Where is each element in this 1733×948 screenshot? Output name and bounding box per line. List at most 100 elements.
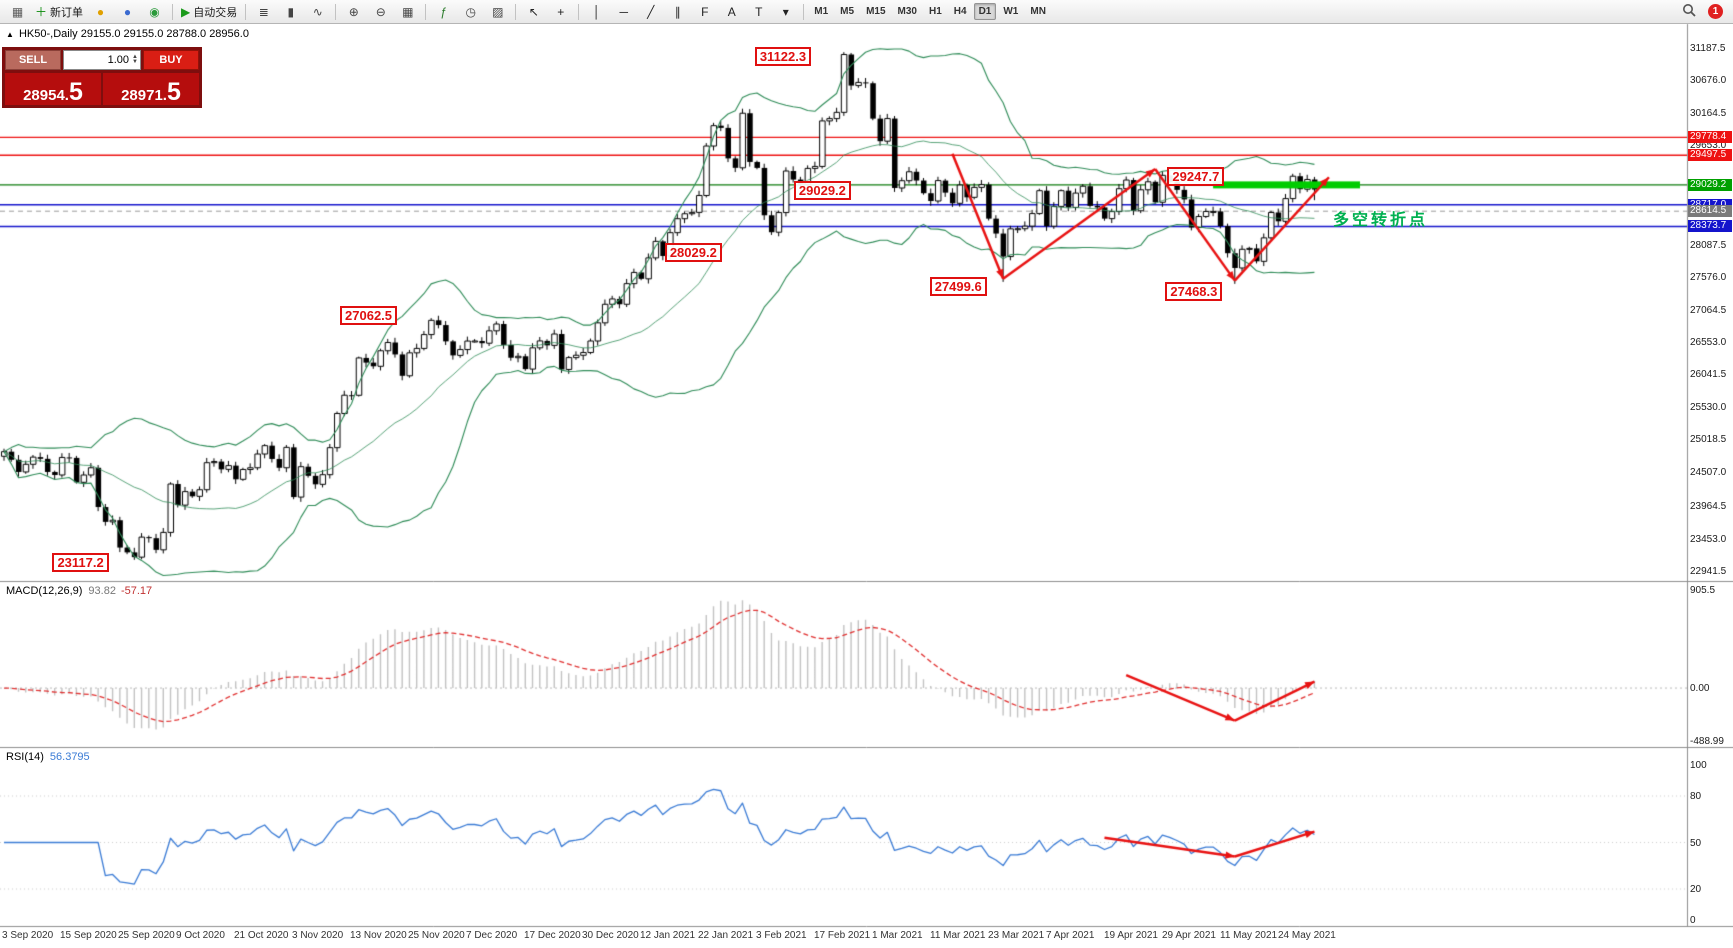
toolbar-separator: [172, 3, 174, 20]
candlestick-chart-icon: ▮: [287, 4, 295, 19]
horizontal-line-icon: ─: [619, 4, 628, 19]
timeframe-h4[interactable]: H4: [953, 6, 967, 17]
periods-icon[interactable]: ◷: [458, 1, 483, 22]
sell-button[interactable]: SELL: [5, 50, 61, 70]
search-button[interactable]: [1676, 1, 1701, 22]
price-tick: 25018.5: [1690, 434, 1727, 446]
label-icon[interactable]: T: [746, 1, 771, 22]
annotation-note[interactable]: 多空转折点: [1333, 212, 1429, 229]
price-label-27062.5[interactable]: 27062.5: [340, 305, 398, 325]
volume-input[interactable]: 1.00 ▲ ▼: [63, 50, 141, 70]
volume-down-icon[interactable]: ▼: [132, 59, 138, 65]
deposit-icon[interactable]: ●: [88, 1, 113, 22]
vertical-line-icon[interactable]: │: [584, 1, 609, 22]
line-chart-icon[interactable]: ∿: [305, 1, 330, 22]
rsi-tick: 100: [1690, 760, 1707, 771]
date-label: 25 Sep 2020: [118, 930, 175, 941]
symbol-ohlc-label: ▲ HK50-,Daily 29155.0 29155.0 28788.0 28…: [6, 28, 249, 40]
date-label: 17 Feb 2021: [814, 930, 871, 941]
tile-windows-icon[interactable]: ▦: [395, 1, 420, 22]
axis-badge-29778.4: 29778.4: [1688, 131, 1732, 144]
date-label: 24 May 2021: [1278, 930, 1336, 941]
new-order-button-icon: ＋: [35, 5, 48, 19]
macd-name: MACD(12,26,9): [6, 585, 83, 597]
cursor-icon[interactable]: ↖: [521, 1, 546, 22]
rsi-tick: 80: [1690, 791, 1702, 802]
candlestick-chart-icon[interactable]: ▮: [278, 1, 303, 22]
arrows-dropdown-icon: ▾: [782, 4, 789, 19]
mql5-icon[interactable]: ◉: [142, 1, 167, 22]
volume-up-icon[interactable]: ▲: [132, 54, 138, 60]
price-tick: 26553.0: [1690, 336, 1727, 348]
date-label: 21 Oct 2020: [234, 930, 289, 941]
horizontal-line-icon[interactable]: ─: [611, 1, 636, 22]
new-chart-icon: ▦: [11, 4, 24, 19]
fibonacci-icon[interactable]: F: [692, 1, 717, 22]
zoom-in-icon: ⊕: [348, 4, 359, 19]
price-tick: 28087.5: [1690, 239, 1727, 251]
notification-badge[interactable]: 1: [1708, 4, 1723, 19]
date-label: 3 Feb 2021: [756, 930, 807, 941]
macd-tick: 905.5: [1690, 585, 1716, 596]
price-tick: 30164.5: [1690, 107, 1727, 119]
macd-value: 93.82: [88, 585, 116, 597]
date-label: 25 Nov 2020: [408, 930, 465, 941]
price-label-27499.6[interactable]: 27499.6: [929, 276, 987, 296]
crosshair-icon[interactable]: +: [548, 1, 573, 22]
arrows-dropdown-icon[interactable]: ▾: [773, 1, 798, 22]
autotrading-button[interactable]: ▶ 自动交易: [178, 1, 240, 22]
buy-button[interactable]: BUY: [143, 50, 199, 70]
channel-icon[interactable]: ∥: [665, 1, 690, 22]
fibonacci-icon: F: [701, 4, 709, 19]
buy-price[interactable]: 28971. 5: [103, 73, 199, 105]
timeframe-m1[interactable]: M1: [814, 6, 829, 17]
zoom-in-icon[interactable]: ⊕: [341, 1, 366, 22]
timeframe-h1[interactable]: H1: [928, 6, 942, 17]
price-tick: 27576.0: [1690, 272, 1727, 284]
price-label-28029.2[interactable]: 28029.2: [664, 243, 722, 263]
price-label-29247.7[interactable]: 29247.7: [1167, 167, 1225, 187]
rsi-indicator-label: RSI(14) 56.3795: [6, 751, 90, 763]
price-tick: 29653.0: [1690, 140, 1727, 152]
macd-tick: -488.99: [1690, 736, 1724, 747]
trendline-icon[interactable]: ╱: [638, 1, 663, 22]
timeframe-w1[interactable]: W1: [1003, 6, 1019, 17]
symbol-marker-icon: ▲: [6, 30, 14, 39]
symbol-name: HK50-,Daily: [18, 28, 78, 40]
zoom-out-icon[interactable]: ⊖: [368, 1, 393, 22]
macd-tick: 0.00: [1690, 683, 1710, 695]
sell-price[interactable]: 28954. 5: [5, 73, 101, 105]
toolbar-separator: [335, 3, 337, 20]
community-icon[interactable]: ●: [115, 1, 140, 22]
timeframe-m15[interactable]: M15: [866, 6, 886, 17]
sell-price-big-digit: 5: [68, 78, 83, 106]
timeframe-m5[interactable]: M5: [840, 6, 855, 17]
price-label-27468.3[interactable]: 27468.3: [1165, 281, 1223, 301]
indicators-icon[interactable]: ƒ: [431, 1, 456, 22]
price-label-23117.2[interactable]: 23117.2: [52, 552, 109, 572]
text-icon: A: [727, 4, 736, 19]
new-order-button[interactable]: ＋新订单: [32, 1, 86, 22]
mql5-icon: ◉: [149, 4, 160, 19]
indicators-icon: ƒ: [440, 4, 448, 19]
new-chart-icon[interactable]: ▦: [5, 1, 30, 22]
date-label: 11 May 2021: [1220, 930, 1278, 941]
buy-price-big-digit: 5: [166, 78, 181, 106]
templates-icon[interactable]: ▨: [485, 1, 510, 22]
timeframe-mn[interactable]: MN: [1030, 6, 1046, 17]
toolbar-right: 1: [1675, 1, 1729, 22]
autotrading-button-label: 自动交易: [193, 6, 238, 19]
timeframe-d1[interactable]: D1: [973, 3, 997, 20]
price-label-29029.2[interactable]: 29029.2: [793, 180, 851, 200]
zoom-out-icon: ⊖: [375, 4, 386, 19]
date-label: 1 Mar 2021: [872, 930, 923, 941]
price-label-31122.3[interactable]: 31122.3: [754, 47, 812, 67]
text-icon[interactable]: A: [719, 1, 744, 22]
timeframe-m30[interactable]: M30: [897, 6, 917, 17]
volume-stepper[interactable]: ▲ ▼: [132, 54, 138, 65]
trendline-icon: ╱: [647, 4, 655, 19]
axis-badge-28614.5: 28614.5: [1688, 205, 1732, 218]
bar-chart-icon[interactable]: ≣: [251, 1, 276, 22]
